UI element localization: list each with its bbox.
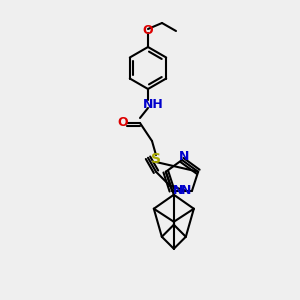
Text: O: O bbox=[143, 25, 153, 38]
Text: NH: NH bbox=[142, 98, 164, 110]
Text: N: N bbox=[181, 184, 191, 197]
Text: S: S bbox=[151, 152, 161, 166]
Text: N: N bbox=[179, 149, 189, 163]
Text: N: N bbox=[173, 184, 183, 197]
Text: O: O bbox=[118, 116, 128, 130]
